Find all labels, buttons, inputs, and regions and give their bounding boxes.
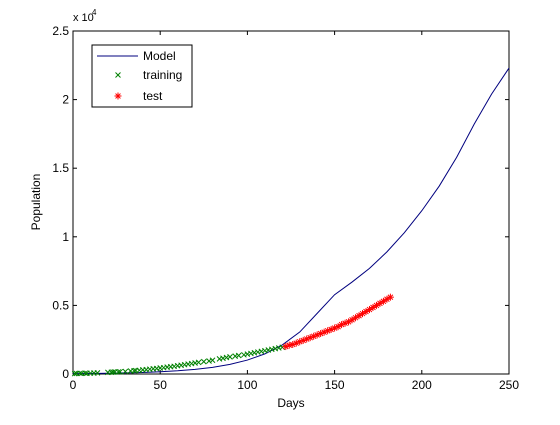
marker-stroke (235, 352, 242, 359)
training-point (115, 369, 122, 375)
marker-stroke (117, 368, 123, 375)
marker-stroke (255, 349, 261, 355)
x-tick-label: 200 (412, 378, 432, 392)
y-tick-label: 2.5 (52, 24, 69, 38)
marker-stroke (122, 368, 129, 375)
marker-stroke (206, 358, 212, 364)
training-point (117, 368, 123, 375)
model-series-line (72, 67, 510, 375)
y-tick-label: 1.5 (52, 161, 69, 175)
legend-entry-model: Model (97, 49, 176, 63)
legend-label-test: test (143, 89, 163, 103)
test-point (306, 334, 314, 342)
marker-stroke (286, 342, 293, 348)
marker-stroke (268, 346, 275, 353)
test-point (386, 293, 394, 301)
legend: Model training test (91, 44, 193, 108)
legend-label-training: training (143, 68, 182, 82)
marker-stroke (200, 358, 207, 365)
training-point (200, 358, 207, 365)
legend-star-marker-icon (114, 92, 122, 100)
marker-stroke (82, 370, 89, 377)
marker-stroke (227, 353, 233, 360)
x-tick-label: 150 (325, 378, 345, 392)
marker-stroke (241, 351, 247, 358)
y-tick-label: 0.5 (52, 298, 69, 312)
x-tick-label: 50 (154, 378, 168, 392)
marker-stroke (265, 347, 272, 353)
training-point (122, 368, 129, 375)
marker-stroke (115, 72, 121, 78)
training-point (195, 359, 202, 366)
marker-stroke (115, 93, 121, 99)
legend-entry-test: test (114, 89, 163, 103)
marker-stroke (232, 353, 239, 360)
y-tick-label: 2 (62, 93, 69, 107)
x-tick-label: 0 (70, 378, 77, 392)
marker-stroke (192, 360, 198, 366)
legend-training-marker (115, 72, 121, 78)
series-layer (71, 67, 510, 377)
training-point (209, 357, 216, 364)
legend-box (91, 44, 193, 108)
legend-label-model: Model (143, 49, 176, 63)
marker-stroke (115, 369, 122, 375)
marker-stroke (275, 345, 282, 351)
training-point (82, 370, 89, 377)
marker-stroke (71, 370, 78, 377)
y-axis-exponent-power: 4 (92, 8, 97, 17)
marker-stroke (209, 357, 216, 364)
x-axis-label: Days (277, 396, 304, 410)
marker-stroke (223, 354, 230, 361)
y-tick-label: 1 (62, 230, 69, 244)
marker-stroke (251, 349, 258, 356)
training-point (77, 370, 83, 377)
marker-stroke (216, 356, 223, 362)
training-point (235, 352, 242, 359)
marker-stroke (94, 370, 101, 376)
x-tick-label: 250 (499, 378, 519, 392)
training-point (110, 369, 116, 375)
marker-stroke (387, 294, 394, 300)
x-tick-label: 100 (237, 378, 257, 392)
training-point (131, 367, 137, 374)
marker-stroke (261, 347, 268, 354)
y-axis-label: Population (29, 174, 43, 231)
marker-stroke (248, 350, 254, 357)
legend-test-marker (114, 92, 122, 100)
x-ticks: 0 50 100 150 200 250 (70, 31, 519, 392)
y-axis-exponent: x 10 4 (73, 8, 97, 24)
y-ticks: 0 0.5 1 1.5 2 2.5 (52, 24, 509, 381)
training-point (227, 353, 233, 360)
marker-stroke (244, 351, 251, 357)
y-axis-exponent-base: x 10 (73, 12, 94, 24)
marker-stroke (110, 369, 116, 375)
marker-stroke (131, 367, 137, 374)
marker-stroke (272, 345, 279, 352)
marker-stroke (279, 344, 286, 351)
legend-entry-training: training (115, 68, 182, 82)
marker-stroke (220, 355, 226, 362)
training-point (71, 370, 78, 377)
legend-x-marker-icon (115, 72, 121, 78)
y-tick-label: 0 (62, 367, 69, 381)
training-point (94, 370, 101, 376)
marker-stroke (258, 348, 265, 355)
marker-stroke (195, 359, 202, 366)
marker-stroke (77, 370, 83, 377)
